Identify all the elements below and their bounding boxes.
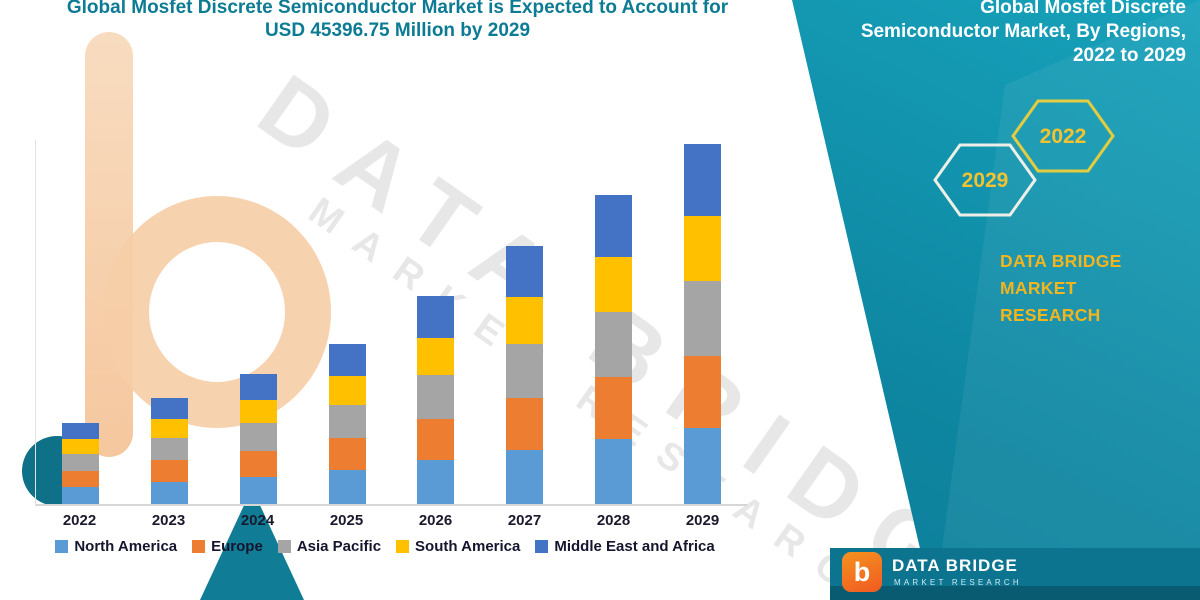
side-panel-heading: Global Mosfet Discrete Semiconductor Mar… bbox=[861, 0, 1186, 68]
bar-segment-middle-east-and-africa bbox=[684, 144, 722, 217]
bar-segment-middle-east-and-africa bbox=[150, 397, 188, 419]
bar-segment-south-america bbox=[506, 297, 544, 344]
bar-segment-europe bbox=[328, 438, 366, 471]
bar-2022 bbox=[61, 422, 99, 504]
bar-segment-asia-pacific bbox=[417, 375, 455, 419]
legend-label: Middle East and Africa bbox=[554, 538, 715, 555]
hexagon-2022 bbox=[1011, 99, 1115, 173]
panel-brand-line-1: DATA BRIDGE MARKET bbox=[1000, 251, 1122, 298]
legend-item: Middle East and Africa bbox=[535, 538, 715, 555]
bar-2028 bbox=[595, 194, 633, 504]
legend-label: South America bbox=[415, 538, 521, 555]
bar-segment-europe bbox=[239, 450, 277, 477]
footer-band bbox=[830, 548, 1200, 600]
bar-segment-north-america bbox=[417, 460, 455, 504]
legend-swatch bbox=[396, 540, 410, 553]
x-axis-label: 2027 bbox=[507, 512, 542, 529]
legend-swatch bbox=[277, 540, 291, 553]
legend-item: Europe bbox=[192, 538, 263, 555]
bar-segment-asia-pacific bbox=[239, 423, 277, 451]
bar-segment-south-america bbox=[150, 418, 188, 438]
bar-2027 bbox=[506, 245, 544, 504]
hexagon-2029-label: 2029 bbox=[962, 169, 1009, 192]
legend-item: South America bbox=[396, 538, 520, 555]
legend-item: Asia Pacific bbox=[277, 538, 382, 555]
chart-title: Global Mosfet Discrete Semiconductor Mar… bbox=[0, 0, 795, 42]
x-axis-labels: 2022 2023 2024 2025 2026 2027 2028 2029 bbox=[35, 512, 747, 529]
bar-segment-middle-east-and-africa bbox=[239, 374, 277, 401]
bar-segment-europe bbox=[61, 470, 99, 487]
brand-logo-icon: b bbox=[842, 552, 882, 592]
legend-swatch bbox=[535, 540, 549, 553]
bar-2029 bbox=[684, 144, 722, 504]
bar-segment-south-america bbox=[239, 400, 277, 424]
bar-segment-middle-east-and-africa bbox=[328, 343, 366, 376]
bar-segment-asia-pacific bbox=[595, 312, 633, 378]
bar-segment-north-america bbox=[328, 470, 366, 504]
bar-segment-europe bbox=[506, 398, 544, 450]
x-axis-label: 2022 bbox=[62, 512, 97, 529]
bar-segment-asia-pacific bbox=[150, 437, 188, 461]
bar-segment-middle-east-and-africa bbox=[595, 194, 633, 257]
x-axis-label: 2028 bbox=[596, 512, 631, 529]
legend-item: North America bbox=[55, 538, 177, 555]
side-panel-heading-line-3: 2022 to 2029 bbox=[1072, 45, 1186, 66]
bar-segment-north-america bbox=[61, 487, 99, 504]
brand-logo-tagline: MARKET RESEARCH bbox=[894, 578, 1022, 587]
x-axis-label: 2026 bbox=[418, 512, 453, 529]
bar-segment-asia-pacific bbox=[61, 453, 99, 471]
legend-label: North America bbox=[74, 538, 178, 555]
bar-segment-north-america bbox=[239, 476, 277, 504]
side-panel-heading-line-2: Semiconductor Market, By Regions, bbox=[860, 21, 1186, 42]
bar-segment-south-america bbox=[61, 439, 99, 454]
year-hexagons: 2029 2022 bbox=[933, 99, 1115, 217]
bar-segment-middle-east-and-africa bbox=[506, 245, 544, 298]
bar-2026 bbox=[417, 296, 455, 504]
bar-segment-middle-east-and-africa bbox=[417, 296, 455, 338]
bar-2023 bbox=[150, 397, 188, 504]
x-axis-label: 2025 bbox=[329, 512, 364, 529]
bar-segment-north-america bbox=[506, 449, 544, 504]
bar-segment-asia-pacific bbox=[328, 404, 366, 439]
bar-segment-north-america bbox=[595, 439, 633, 504]
bar-2024 bbox=[239, 374, 277, 504]
bar-segment-asia-pacific bbox=[684, 280, 722, 357]
bar-2025 bbox=[328, 343, 366, 504]
side-panel-heading-line-1: Global Mosfet Discrete bbox=[980, 0, 1186, 18]
panel-brand-line-2: RESEARCH bbox=[1000, 305, 1101, 325]
bar-segment-south-america bbox=[684, 216, 722, 281]
hexagon-2029 bbox=[933, 143, 1037, 217]
bar-chart-plot bbox=[35, 140, 747, 506]
chart-title-line-1: Global Mosfet Discrete Semiconductor Mar… bbox=[66, 0, 729, 18]
legend-label: Europe bbox=[211, 538, 263, 555]
x-axis-label: 2029 bbox=[685, 512, 720, 529]
bar-segment-asia-pacific bbox=[506, 343, 544, 399]
legend-label: Asia Pacific bbox=[296, 538, 382, 555]
chart-legend: North America Europe Asia Pacific South Ame… bbox=[18, 538, 752, 555]
bar-segment-europe bbox=[417, 418, 455, 461]
bar-segment-south-america bbox=[417, 337, 455, 376]
bar-segment-europe bbox=[595, 377, 633, 440]
legend-swatch bbox=[192, 540, 206, 553]
x-axis-label: 2024 bbox=[240, 512, 275, 529]
bar-segment-europe bbox=[150, 460, 188, 482]
x-axis-label: 2023 bbox=[151, 512, 186, 529]
chart-title-line-2: USD 45396.75 Million by 2029 bbox=[264, 20, 531, 41]
brand-logo-name: DATA BRIDGE bbox=[892, 556, 1018, 575]
legend-swatch bbox=[55, 540, 69, 553]
bar-segment-north-america bbox=[150, 481, 188, 504]
bar-segment-middle-east-and-africa bbox=[61, 422, 99, 440]
panel-brand-text: DATA BRIDGE MARKET RESEARCH bbox=[1000, 248, 1200, 329]
bar-segment-south-america bbox=[328, 375, 366, 405]
hexagon-2022-label: 2022 bbox=[1040, 125, 1087, 148]
bar-segment-north-america bbox=[684, 428, 722, 504]
bar-segment-europe bbox=[684, 356, 722, 429]
bar-segment-south-america bbox=[595, 256, 633, 313]
